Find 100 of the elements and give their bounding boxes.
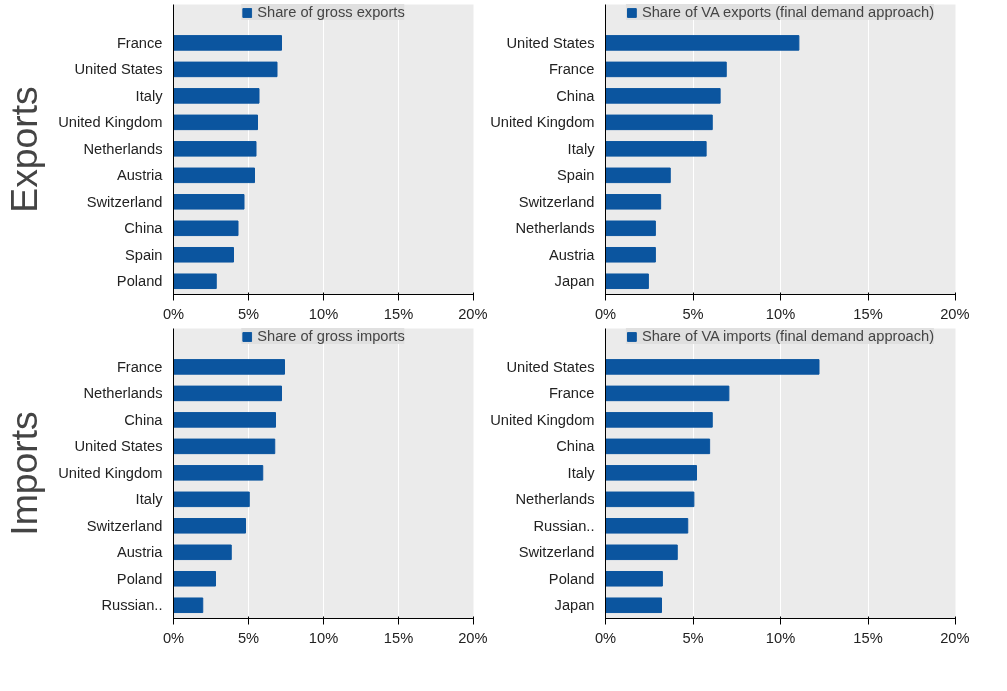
y-tick-label: United Kingdom [490, 411, 595, 428]
y-tick-label: Netherlands [515, 491, 595, 508]
bar [173, 246, 234, 263]
bar [173, 220, 239, 237]
y-tick-label: United Kingdom [58, 464, 163, 481]
y-tick-label: France [548, 61, 595, 78]
bar [173, 491, 250, 508]
bar [173, 35, 282, 51]
bar [173, 61, 278, 78]
bar [605, 570, 663, 587]
y-tick-label: Poland [116, 273, 163, 290]
bar [173, 465, 264, 481]
y-axis-title: Imports [3, 411, 46, 536]
y-tick-label: United Kingdom [490, 114, 595, 131]
x-tick-label: 20% [940, 305, 970, 322]
y-tick-label: China [124, 411, 164, 428]
bar [605, 35, 800, 51]
bar [605, 518, 689, 534]
legend-label: Share of VA imports (final demand approach) [641, 328, 935, 344]
x-tick-label: 20% [458, 629, 488, 646]
bar [605, 167, 671, 184]
y-tick-label: Switzerland [86, 517, 163, 534]
y-tick-label: United States [506, 34, 595, 51]
y-tick-label: Switzerland [518, 544, 595, 561]
bar [173, 88, 260, 104]
y-tick-label: United Kingdom [58, 114, 163, 131]
y-tick-label: Austria [116, 167, 164, 184]
bar [173, 359, 285, 375]
x-tick-label: 10% [308, 629, 339, 646]
bar [173, 273, 217, 290]
x-tick-label: 15% [383, 305, 414, 322]
bar [605, 544, 678, 561]
x-tick-label: 0% [162, 305, 185, 322]
bar [173, 412, 276, 428]
bar [605, 220, 656, 237]
x-tick-label: 15% [853, 305, 883, 322]
y-tick-label: Japan [554, 597, 595, 614]
y-tick-label: China [556, 438, 596, 455]
y-tick-label: France [548, 385, 595, 402]
bar [173, 167, 255, 184]
y-tick-label: China [124, 220, 164, 237]
bar [173, 114, 258, 131]
y-tick-label: China [556, 87, 596, 104]
x-tick-label: 5% [237, 305, 260, 322]
y-tick-label: United States [506, 358, 595, 375]
bar [605, 246, 656, 263]
y-tick-label: Netherlands [83, 140, 163, 157]
bar [605, 61, 727, 78]
bar [605, 114, 713, 131]
y-tick-label: Russian.. [533, 517, 595, 534]
x-tick-label: 15% [383, 629, 414, 646]
x-tick-label: 5% [682, 629, 704, 646]
x-tick-label: 10% [765, 305, 796, 322]
y-tick-label: France [116, 358, 163, 375]
y-tick-label: United States [74, 61, 163, 78]
x-tick-label: 5% [237, 629, 260, 646]
bar [605, 491, 695, 508]
y-tick-label: Japan [554, 273, 595, 290]
x-tick-label: 10% [765, 629, 796, 646]
bar [173, 141, 257, 157]
bar [605, 412, 713, 428]
x-tick-label: 0% [162, 629, 185, 646]
y-tick-label: France [116, 34, 163, 51]
bar [605, 438, 711, 455]
bar [605, 273, 649, 290]
legend-label: Share of gross exports [257, 4, 405, 20]
bar [605, 597, 662, 614]
bar [605, 141, 707, 157]
y-tick-label: Spain [125, 246, 163, 263]
x-tick-label: 0% [594, 305, 617, 322]
x-tick-label: 5% [682, 305, 704, 322]
bar [173, 597, 204, 614]
y-tick-label: Austria [116, 544, 164, 561]
y-tick-label: Italy [567, 140, 596, 157]
bar [173, 518, 246, 534]
y-tick-label: Switzerland [86, 193, 163, 210]
x-tick-label: 0% [594, 629, 617, 646]
bar [173, 194, 245, 210]
bar [173, 385, 282, 402]
y-tick-label: Poland [116, 570, 163, 587]
bar [173, 544, 232, 561]
bar [605, 385, 730, 402]
bar [173, 438, 276, 455]
bar [605, 465, 697, 481]
bar [173, 570, 216, 587]
x-tick-label: 10% [308, 305, 339, 322]
x-tick-label: 20% [940, 629, 970, 646]
y-tick-label: Switzerland [518, 193, 595, 210]
y-axis-title: Exports [3, 86, 46, 213]
y-tick-label: Russian.. [101, 597, 163, 614]
x-tick-label: 15% [853, 629, 883, 646]
y-tick-label: Netherlands [83, 385, 163, 402]
bar [605, 88, 721, 104]
y-tick-label: Italy [135, 491, 164, 508]
y-tick-label: Spain [557, 167, 595, 184]
bar [605, 359, 820, 375]
x-tick-label: 20% [458, 305, 488, 322]
y-tick-label: Italy [567, 464, 596, 481]
bar [605, 194, 662, 210]
y-tick-label: Austria [548, 246, 596, 263]
